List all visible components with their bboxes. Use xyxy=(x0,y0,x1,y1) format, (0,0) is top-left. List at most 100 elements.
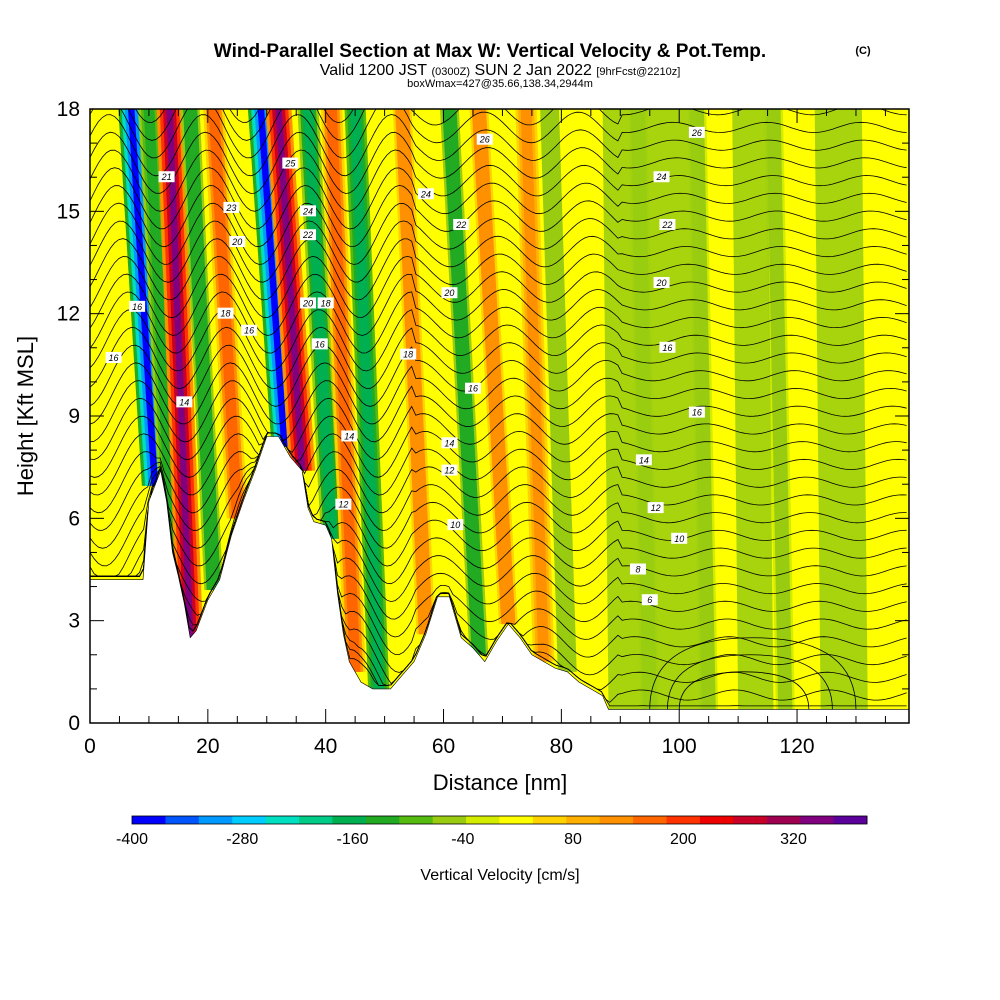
contour-label-text: 20 xyxy=(443,288,454,298)
contour-label-bg xyxy=(300,229,317,241)
colorbar-tick-label: -40 xyxy=(451,831,474,848)
theta-contour xyxy=(90,432,907,567)
contour-label-20: 20 xyxy=(300,297,317,309)
valid-time-utc: (0300Z) xyxy=(432,66,471,78)
colorbar-swatch xyxy=(833,816,868,824)
colorbar-swatch xyxy=(566,816,601,824)
weak-downdraft-area xyxy=(602,109,703,710)
contour-label-bg xyxy=(400,348,417,360)
contour-label-text: 16 xyxy=(692,408,702,418)
contour-label-14: 14 xyxy=(341,430,358,442)
contour-label-text: 10 xyxy=(450,520,460,530)
wave-band-17 xyxy=(766,109,793,710)
y-tick-label: 9 xyxy=(68,405,80,428)
colorbar-swatch xyxy=(332,816,367,824)
contour-label-bg xyxy=(476,133,493,145)
contour-label-bg xyxy=(335,498,352,510)
theta-contour xyxy=(90,255,907,319)
y-tick-label: 15 xyxy=(57,200,80,223)
contour-label-text: 22 xyxy=(661,220,672,230)
contour-label-24: 24 xyxy=(300,205,317,217)
contour-label-23: 23 xyxy=(223,201,240,213)
contour-label-bg xyxy=(300,205,317,217)
contour-label-8: 8 xyxy=(629,563,646,575)
contour-label-25: 25 xyxy=(282,157,299,169)
colorbar-swatch xyxy=(399,816,434,824)
contour-label-text: 16 xyxy=(315,339,325,349)
theta-contour xyxy=(90,291,907,354)
contour-label-text: 12 xyxy=(444,466,454,476)
contour-label-22: 22 xyxy=(453,218,470,230)
contour-label-text: 26 xyxy=(691,128,702,138)
theta-contour xyxy=(90,131,907,194)
y-tick-label: 6 xyxy=(68,507,80,530)
contour-label-text: 16 xyxy=(468,384,478,394)
theta-contour xyxy=(90,344,907,407)
contour-label-21: 21 xyxy=(158,171,175,183)
weak-downdraft-area xyxy=(814,109,868,710)
colorbar-swatch xyxy=(132,816,166,824)
theta-contour xyxy=(90,432,907,496)
theta-contour xyxy=(90,167,907,230)
colorbar-tick-label: 200 xyxy=(670,831,697,848)
theta-contour-low xyxy=(678,671,810,710)
contour-label-bg xyxy=(653,171,670,183)
contour-label-text: 10 xyxy=(674,534,684,544)
colorbar-tick-label: 80 xyxy=(564,831,582,848)
wave-band-12 xyxy=(471,109,516,625)
x-tick-label: 100 xyxy=(662,735,697,758)
contour-label-bg xyxy=(300,297,317,309)
contour-label-text: 20 xyxy=(231,237,242,247)
theta-contour xyxy=(90,415,907,478)
y-axis-label: Height [Kft MSL] xyxy=(13,336,38,496)
colorbar-swatch xyxy=(633,816,668,824)
contour-label-bg xyxy=(129,300,146,312)
terrain xyxy=(90,436,909,723)
contour-label-text: 12 xyxy=(338,500,348,510)
wave-band-0 xyxy=(128,109,159,486)
colorbar-swatch xyxy=(532,816,567,824)
contour-label-18: 18 xyxy=(400,348,417,360)
contour-label-bg xyxy=(671,532,688,544)
copyright-mark: (C) xyxy=(855,45,871,57)
weak-downdraft-area xyxy=(732,109,774,710)
x-tick-label: 40 xyxy=(314,735,337,758)
colorbar-swatch xyxy=(666,816,701,824)
axis-ticks: 0 3 6 9 12 15 18 0 20 40 60 80 100 120 xyxy=(57,98,909,758)
potential-temperature-contours xyxy=(90,109,907,710)
contour-label-10: 10 xyxy=(671,532,688,544)
contour-label-26: 26 xyxy=(476,133,493,145)
terrain-profile xyxy=(90,436,909,723)
theta-contour xyxy=(90,432,907,549)
contour-label-text: 18 xyxy=(221,309,231,319)
contour-label-16: 16 xyxy=(659,341,676,353)
colorbar-swatch xyxy=(165,816,200,824)
colorbar-swatch xyxy=(766,816,801,824)
contour-label-bg xyxy=(158,171,175,183)
contour-label-bg xyxy=(453,218,470,230)
contour-label-text: 16 xyxy=(244,326,254,336)
contour-label-bg xyxy=(176,396,193,408)
contour-label-bg xyxy=(647,502,664,514)
colorbar-swatch xyxy=(733,816,768,824)
contour-label-bg xyxy=(629,563,646,575)
contour-label-text: 21 xyxy=(161,172,172,182)
contour-label-bg xyxy=(229,236,246,248)
contour-label-bg xyxy=(282,157,299,169)
y-tick-label: 3 xyxy=(68,610,80,633)
colorbar-tick-label: -160 xyxy=(336,831,368,848)
contour-label-6: 6 xyxy=(641,594,658,606)
forecast-info: [9hrFcst@2210z] xyxy=(596,66,680,78)
theta-contour xyxy=(90,326,907,390)
contour-label-text: 24 xyxy=(302,206,313,216)
theta-contour xyxy=(90,149,907,212)
colorbar-swatch xyxy=(800,816,835,824)
contour-label-bg xyxy=(223,201,240,213)
box-wmax-line: boxWmax=427@35.66,138.34,2944m xyxy=(407,78,593,90)
contour-label-text: 18 xyxy=(403,350,413,360)
wave-band-10 xyxy=(395,109,433,635)
contour-label-12: 12 xyxy=(647,502,664,514)
x-tick-label: 20 xyxy=(196,735,219,758)
contour-label-text: 26 xyxy=(479,135,490,145)
